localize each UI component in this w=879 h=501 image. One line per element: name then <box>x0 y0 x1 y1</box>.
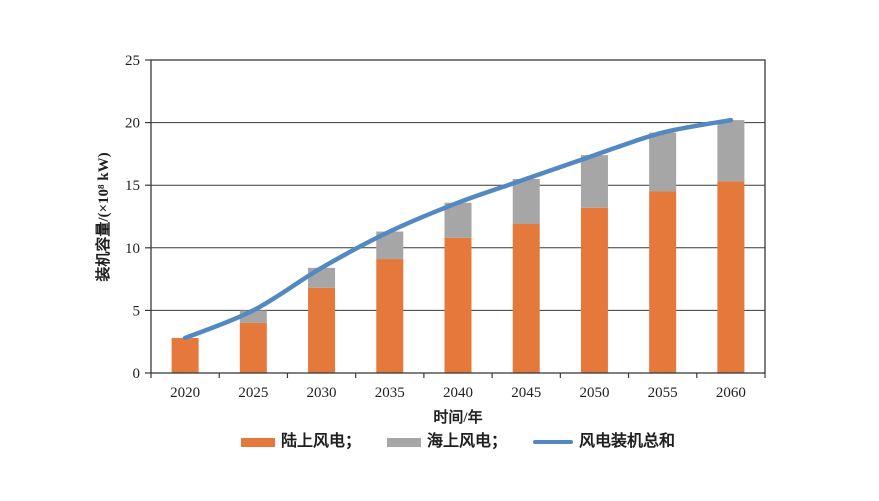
y-tick-label: 20 <box>125 116 140 132</box>
legend-item-onshore: 陆上风电； <box>240 433 361 450</box>
legend-label-total: 风电装机总和 <box>579 433 676 450</box>
bar-segment-海上风电 <box>512 178 540 225</box>
y-tick-label: 10 <box>125 241 140 257</box>
legend-label-onshore: 陆上风电； <box>280 433 361 450</box>
bar-segment-海上风电 <box>717 120 745 182</box>
x-tick-label: 2030 <box>307 385 337 401</box>
stacked-bars <box>171 120 745 373</box>
axis-ticks <box>145 59 766 378</box>
bar-segment-海上风电 <box>649 132 677 192</box>
x-tick-label: 2040 <box>443 385 473 401</box>
x-tick-labels: 2020 2025 2030 2035 2040 2045 2050 2055 2060 <box>170 385 746 401</box>
legend: 陆上风电； 海上风电； 风电装机总和 <box>151 434 765 450</box>
x-tick-label: 2045 <box>511 385 541 401</box>
bar-segment-陆上风电 <box>649 191 677 373</box>
bar-segment-海上风电 <box>308 267 336 288</box>
y-tick-label: 15 <box>125 178 140 194</box>
legend-item-total: 风电装机总和 <box>533 434 675 450</box>
bar-segment-陆上风电 <box>717 181 745 373</box>
x-tick-label: 2025 <box>238 385 268 401</box>
bar-segment-陆上风电 <box>308 287 336 373</box>
bar-segment-陆上风电 <box>239 322 267 373</box>
onshore-swatch-icon <box>240 437 275 447</box>
bar-segment-陆上风电 <box>444 237 472 373</box>
x-tick-label: 2060 <box>716 385 746 401</box>
x-tick-label: 2050 <box>579 385 609 401</box>
legend-item-offshore: 海上风电； <box>386 433 507 450</box>
bar-segment-陆上风电 <box>171 337 199 373</box>
y-tick-label: 0 <box>133 366 141 382</box>
x-tick-label: 2020 <box>170 385 200 401</box>
x-axis-label: 时间/年 <box>433 408 482 426</box>
offshore-swatch-icon <box>386 437 421 447</box>
y-axis-label: 装机容量/(×10⁸ kW) <box>94 152 112 282</box>
bar-segment-海上风电 <box>580 155 608 208</box>
x-tick-label: 2035 <box>375 385 405 401</box>
x-tick-label: 2055 <box>648 385 678 401</box>
total-line-swatch-icon <box>533 440 573 444</box>
bar-segment-陆上风电 <box>512 224 540 373</box>
bar-segment-陆上风电 <box>376 259 404 373</box>
y-tick-label: 5 <box>133 303 141 319</box>
y-tick-label: 25 <box>125 53 140 69</box>
y-tick-labels: 0 5 10 15 20 25 <box>125 53 140 382</box>
legend-label-offshore: 海上风电； <box>426 433 507 450</box>
bar-segment-陆上风电 <box>580 207 608 373</box>
total-line <box>182 117 734 341</box>
plot-border <box>150 59 766 374</box>
